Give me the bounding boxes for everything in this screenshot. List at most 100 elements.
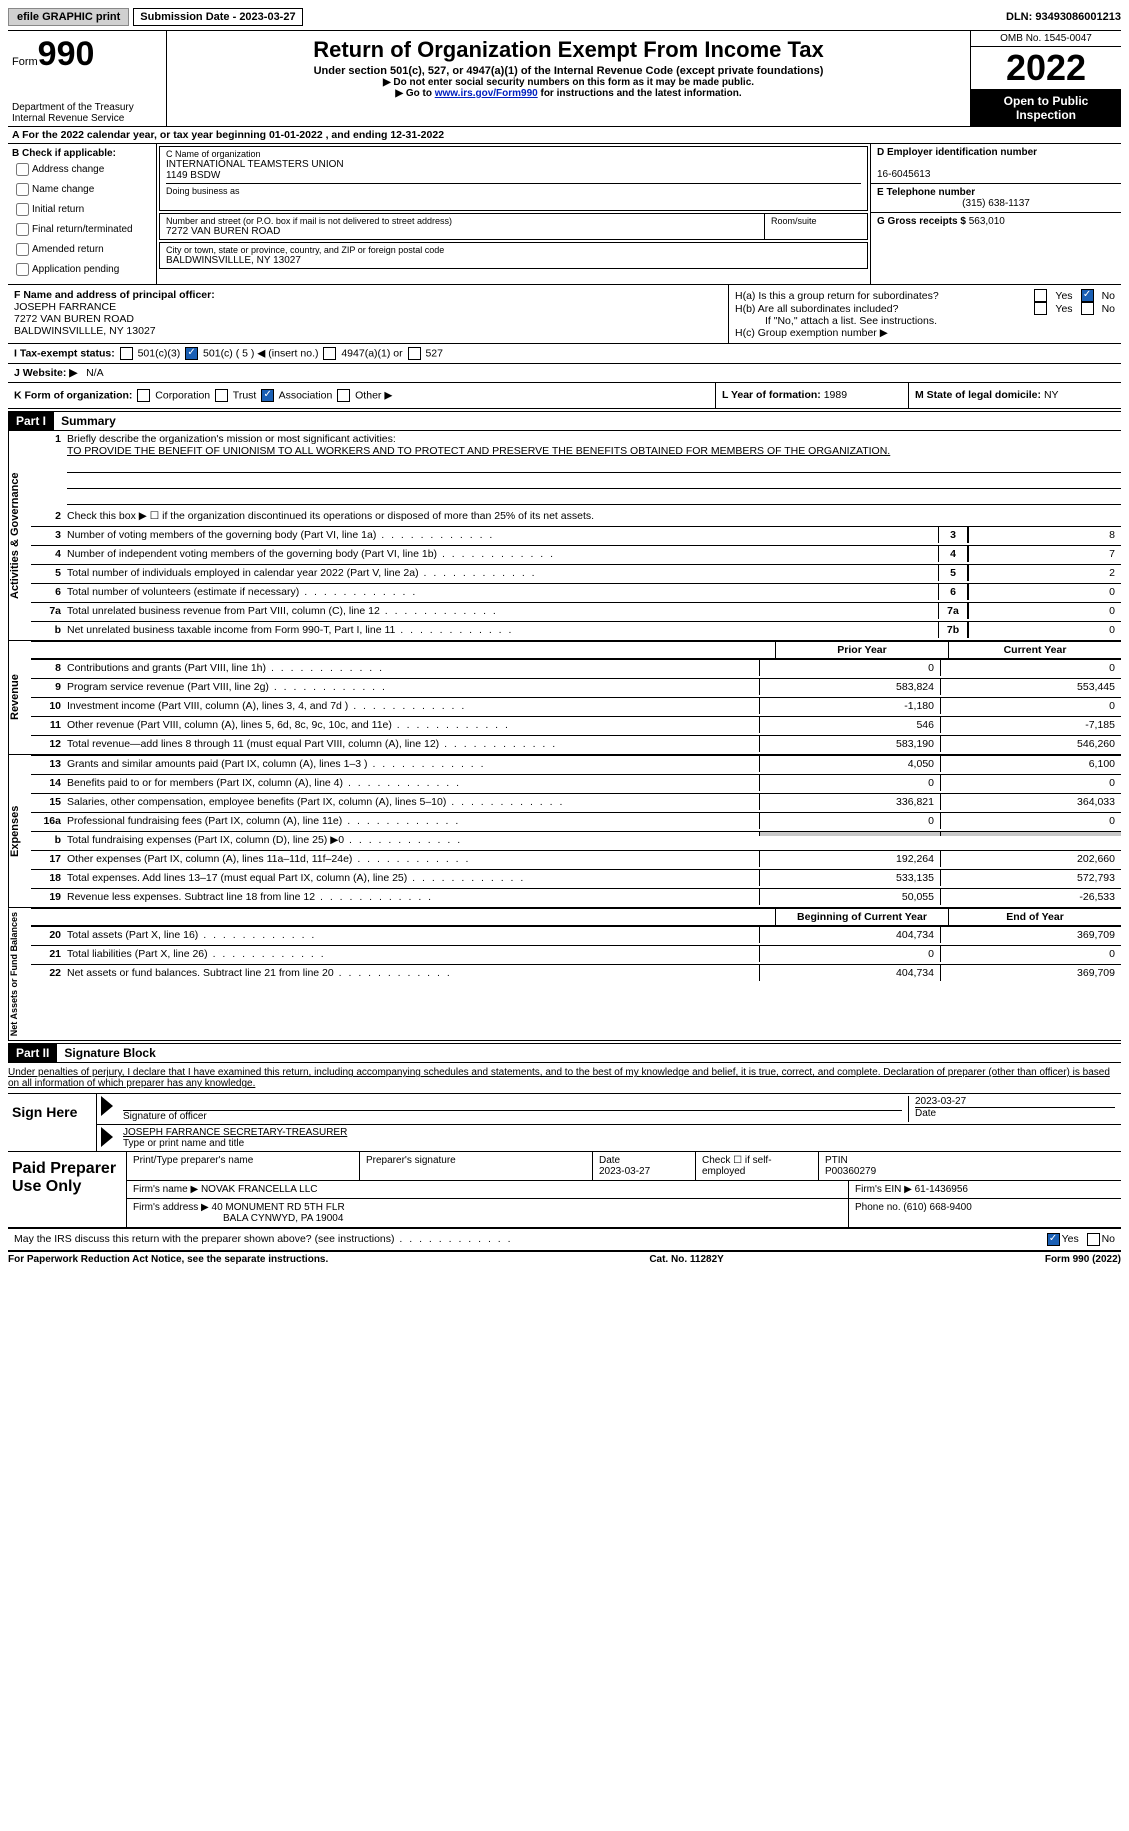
prep-date: 2023-03-27 <box>599 1166 650 1177</box>
tel-label: E Telephone number <box>877 187 975 198</box>
tel-value: (315) 638-1137 <box>877 198 1115 209</box>
ha-label: H(a) Is this a group return for subordin… <box>735 290 1026 302</box>
subtitle-1: Under section 501(c), 527, or 4947(a)(1)… <box>171 65 966 77</box>
website-value: N/A <box>86 367 104 379</box>
data-row: 15Salaries, other compensation, employee… <box>31 793 1121 812</box>
k-other[interactable] <box>337 389 350 402</box>
irs-link[interactable]: www.irs.gov/Form990 <box>435 88 538 99</box>
ein-label: D Employer identification number <box>877 147 1037 158</box>
calendar-year-line: A For the 2022 calendar year, or tax yea… <box>8 127 1121 144</box>
cat-number: Cat. No. 11282Y <box>649 1254 723 1265</box>
summary-expenses: Expenses 13Grants and similar amounts pa… <box>8 755 1121 908</box>
mission-label: Briefly describe the organization's miss… <box>67 433 396 445</box>
hb-label: H(b) Are all subordinates included? <box>735 303 1026 315</box>
chk-application[interactable]: Application pending <box>12 260 152 279</box>
city-label: City or town, state or province, country… <box>166 245 861 255</box>
gross-label: G Gross receipts $ <box>877 216 966 227</box>
hb-no[interactable] <box>1081 302 1094 315</box>
vlabel-net: Net Assets or Fund Balances <box>8 908 31 1040</box>
form-number: Form990 <box>12 35 162 74</box>
sig-officer-label: Signature of officer <box>123 1110 902 1122</box>
part-ii-title: Signature Block <box>60 1044 159 1062</box>
data-row: 9Program service revenue (Part VIII, lin… <box>31 678 1121 697</box>
data-row: 13Grants and similar amounts paid (Part … <box>31 755 1121 774</box>
firm-name-label: Firm's name ▶ <box>133 1184 198 1195</box>
preparer-name-label: Print/Type preparer's name <box>127 1152 360 1180</box>
gov-row: 5Total number of individuals employed in… <box>31 564 1121 583</box>
summary-revenue: Revenue Prior YearCurrent Year 8Contribu… <box>8 641 1121 755</box>
chk-initial-return[interactable]: Initial return <box>12 200 152 219</box>
form-title: Return of Organization Exempt From Incom… <box>171 37 966 63</box>
firm-addr1: 40 MONUMENT RD 5TH FLR <box>212 1202 345 1213</box>
i-501c[interactable] <box>185 347 198 360</box>
may-yes[interactable] <box>1047 1233 1060 1246</box>
k-label: K Form of organization: <box>14 389 132 401</box>
tax-year: 2022 <box>971 47 1121 90</box>
addr-label: Number and street (or P.O. box if mail i… <box>166 216 758 226</box>
self-emp-label: Check ☐ if self-employed <box>696 1152 819 1180</box>
officer-addr2: BALDWINSVILLLE, NY 13027 <box>14 325 156 337</box>
vlabel-revenue: Revenue <box>8 641 31 754</box>
data-row: 10Investment income (Part VIII, column (… <box>31 697 1121 716</box>
subtitle-2a: ▶ Do not enter social security numbers o… <box>171 77 966 88</box>
data-row: bTotal fundraising expenses (Part IX, co… <box>31 831 1121 850</box>
street-addr: 7272 VAN BUREN ROAD <box>166 226 758 237</box>
firm-phone: (610) 668-9400 <box>903 1202 971 1213</box>
part-ii-header: Part II Signature Block <box>8 1043 1121 1063</box>
line2-text: Check this box ▶ ☐ if the organization d… <box>67 508 1121 524</box>
room-label: Room/suite <box>771 216 861 226</box>
data-row: 21Total liabilities (Part X, line 26)00 <box>31 945 1121 964</box>
part-ii-badge: Part II <box>8 1044 57 1062</box>
chk-amended[interactable]: Amended return <box>12 240 152 259</box>
ein-value: 16-6045613 <box>877 169 930 180</box>
chk-name-change[interactable]: Name change <box>12 180 152 199</box>
m-label: M State of legal domicile: <box>915 389 1041 401</box>
form-ref: Form 990 (2022) <box>1045 1254 1121 1265</box>
data-row: 17Other expenses (Part IX, column (A), l… <box>31 850 1121 869</box>
klm-row: K Form of organization: Corporation Trus… <box>8 383 1121 409</box>
efile-button[interactable]: efile GRAPHIC print <box>8 8 129 26</box>
ptin-value: P00360279 <box>825 1166 876 1177</box>
ha-yes[interactable] <box>1034 289 1047 302</box>
state-domicile: NY <box>1044 389 1059 401</box>
may-no[interactable] <box>1087 1233 1100 1246</box>
i-row: I Tax-exempt status: 501(c)(3) 501(c) ( … <box>8 344 1121 364</box>
h-note: If "No," attach a list. See instructions… <box>735 315 1115 327</box>
k-trust[interactable] <box>215 389 228 402</box>
chk-final-return[interactable]: Final return/terminated <box>12 220 152 239</box>
b-label: B Check if applicable: <box>12 148 116 159</box>
prep-date-label: Date <box>599 1155 620 1166</box>
paid-preparer-block: Paid Preparer Use Only Print/Type prepar… <box>8 1152 1121 1228</box>
dept-label: Department of the Treasury Internal Reve… <box>12 102 134 124</box>
data-row: 20Total assets (Part X, line 16)404,7343… <box>31 926 1121 945</box>
gov-row: bNet unrelated business taxable income f… <box>31 621 1121 640</box>
i-501c3[interactable] <box>120 347 133 360</box>
k-assoc[interactable] <box>261 389 274 402</box>
may-discuss-row: May the IRS discuss this return with the… <box>8 1228 1121 1252</box>
print-name-label: Type or print name and title <box>123 1138 244 1149</box>
ha-no[interactable] <box>1081 289 1094 302</box>
gov-row: 4Number of independent voting members of… <box>31 545 1121 564</box>
mission-text: TO PROVIDE THE BENEFIT OF UNIONISM TO AL… <box>67 445 890 457</box>
hb-yes[interactable] <box>1034 302 1047 315</box>
current-year-hdr: Current Year <box>948 642 1121 658</box>
vlabel-expenses: Expenses <box>8 755 31 907</box>
sig-date-label: Date <box>915 1107 1115 1119</box>
data-row: 12Total revenue—add lines 8 through 11 (… <box>31 735 1121 754</box>
year-formation: 1989 <box>824 389 847 401</box>
form-990-num: 990 <box>38 35 95 73</box>
submission-date: Submission Date - 2023-03-27 <box>133 8 302 26</box>
f-label: F Name and address of principal officer: <box>14 289 215 301</box>
gov-row: 6Total number of volunteers (estimate if… <box>31 583 1121 602</box>
data-row: 19Revenue less expenses. Subtract line 1… <box>31 888 1121 907</box>
goto-post: for instructions and the latest informat… <box>538 88 742 99</box>
chk-address-change[interactable]: Address change <box>12 160 152 179</box>
org-name-label: C Name of organization <box>166 149 861 159</box>
ptin-label: PTIN <box>825 1155 848 1166</box>
k-corp[interactable] <box>137 389 150 402</box>
officer-addr1: 7272 VAN BUREN ROAD <box>14 313 134 325</box>
city-state-zip: BALDWINSVILLLE, NY 13027 <box>166 255 861 266</box>
preparer-sig-label: Preparer's signature <box>360 1152 593 1180</box>
i-527[interactable] <box>408 347 421 360</box>
i-4947[interactable] <box>323 347 336 360</box>
